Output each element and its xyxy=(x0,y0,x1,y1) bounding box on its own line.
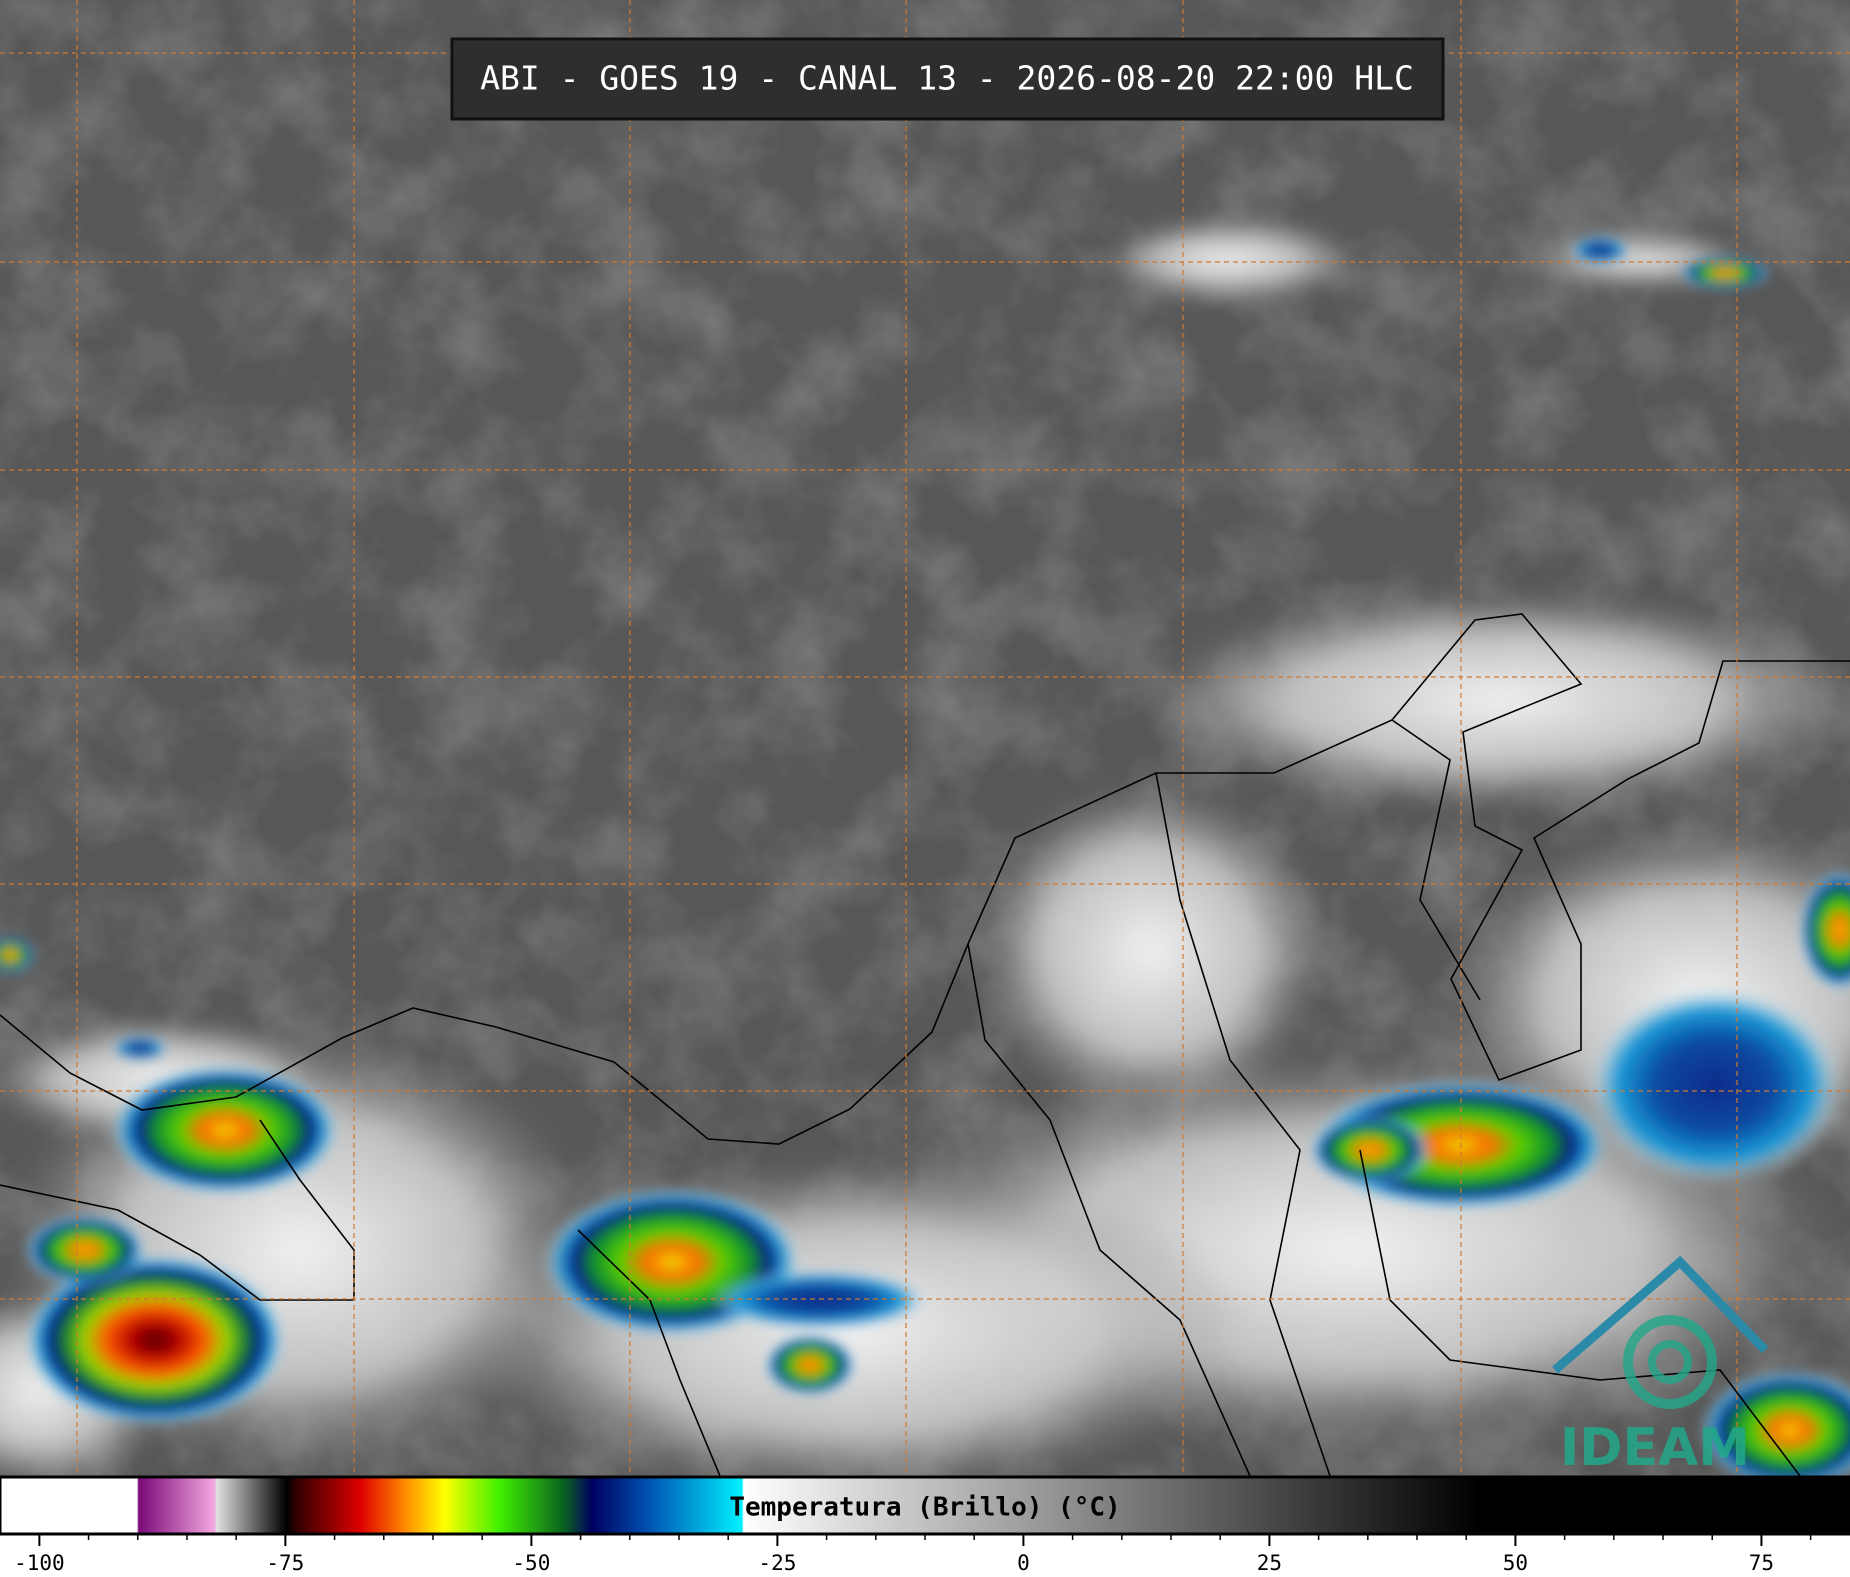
tick-label: 50 xyxy=(1503,1551,1528,1575)
logo: IDEAM xyxy=(1552,1255,1769,1478)
colorbar-label: Temperatura (Brillo) (°C) xyxy=(729,1493,1120,1523)
tick-label: 0 xyxy=(1017,1551,1030,1575)
tick-label: -75 xyxy=(266,1551,304,1575)
coastlines xyxy=(0,613,1850,1476)
tick-label: 25 xyxy=(1257,1551,1282,1575)
colorbar: Temperatura (Brillo) (°C) -100 -75 -50 -25 0… xyxy=(0,1475,1850,1575)
title: ABI - GOES 19 - CANAL 13 - 2026-08-20 22… xyxy=(480,59,1414,98)
logo-text: IDEAM xyxy=(1560,1418,1750,1478)
satellite-image xyxy=(0,0,1850,1476)
tick-label: -100 xyxy=(14,1551,65,1575)
tick-label: 75 xyxy=(1749,1551,1774,1575)
tick-label: -50 xyxy=(512,1551,550,1575)
colorbar-gradient xyxy=(0,1475,1850,1536)
title-box xyxy=(450,37,1445,121)
lat-lon-grid xyxy=(0,0,1850,1476)
tick-label: -25 xyxy=(758,1551,796,1575)
